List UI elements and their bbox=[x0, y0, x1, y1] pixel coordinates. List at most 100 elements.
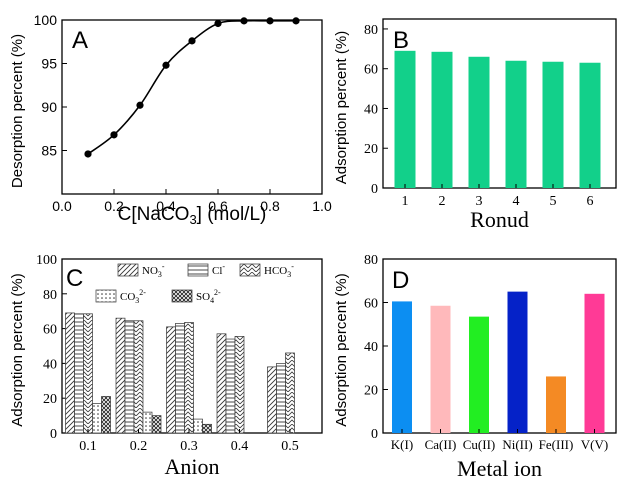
x-tick-label: Ni(II) bbox=[502, 437, 532, 452]
x-tick-label: V(V) bbox=[581, 437, 608, 452]
bar bbox=[133, 320, 144, 434]
bar bbox=[276, 363, 286, 434]
legend-label: HCO3- bbox=[264, 262, 294, 279]
bar bbox=[65, 312, 75, 434]
legend-swatch bbox=[239, 263, 261, 277]
bar bbox=[115, 317, 126, 434]
x-tick-label: 0.6 bbox=[208, 198, 228, 214]
bar bbox=[267, 366, 277, 434]
y-tick-label: 100 bbox=[36, 253, 57, 268]
x-tick-label: 0.3 bbox=[180, 439, 198, 454]
x-tick-label: 0.1 bbox=[79, 439, 97, 454]
bar bbox=[546, 376, 566, 433]
y-tick-label: 0 bbox=[50, 427, 57, 442]
panel-letter-a: A bbox=[72, 27, 88, 54]
data-point bbox=[266, 17, 274, 25]
bar bbox=[74, 313, 84, 434]
data-point bbox=[136, 101, 144, 109]
legend-label: SO42- bbox=[196, 288, 221, 305]
bar bbox=[83, 313, 93, 434]
panel-letter-d: D bbox=[392, 267, 409, 294]
y-tick-label: 60 bbox=[43, 323, 57, 338]
bar bbox=[142, 411, 153, 434]
legend-label: CO32- bbox=[120, 288, 146, 305]
bar bbox=[584, 293, 605, 433]
panel-a-frame bbox=[61, 19, 323, 195]
bar bbox=[225, 338, 236, 434]
bar bbox=[505, 60, 527, 188]
x-tick-label: 0.8 bbox=[260, 198, 280, 214]
data-point bbox=[188, 37, 196, 45]
y-tick-label: 80 bbox=[364, 253, 378, 268]
y-axis-label: Adsorption percent (%) bbox=[333, 273, 350, 426]
x-tick-label: 0.0 bbox=[52, 198, 72, 214]
bar bbox=[430, 305, 451, 433]
x-axis-label: C[NaCO3] (mol/L) bbox=[118, 204, 267, 227]
x-tick-label: 0.4 bbox=[156, 198, 176, 214]
x-tick-label: 0.2 bbox=[130, 439, 148, 454]
bar bbox=[184, 322, 194, 434]
bar bbox=[579, 62, 601, 188]
bar bbox=[151, 415, 162, 434]
panel-letter-b: B bbox=[393, 27, 409, 54]
bar bbox=[469, 316, 489, 433]
y-tick-label: 80 bbox=[43, 288, 57, 303]
y-tick-label: 90 bbox=[41, 99, 57, 115]
bar bbox=[468, 56, 490, 188]
y-tick-label: 80 bbox=[364, 23, 378, 38]
x-tick-label: Fe(III) bbox=[539, 437, 574, 452]
bar bbox=[392, 301, 412, 433]
y-tick-label: 40 bbox=[364, 340, 378, 355]
bar bbox=[101, 396, 111, 434]
bar bbox=[166, 326, 176, 434]
bar bbox=[202, 423, 212, 434]
y-tick-label: 60 bbox=[364, 63, 378, 78]
x-tick-label: 1.0 bbox=[312, 198, 332, 214]
x-tick-label: 3 bbox=[476, 194, 483, 209]
x-axis-label: Ronud bbox=[470, 207, 529, 232]
data-point bbox=[292, 17, 300, 25]
y-tick-label: 20 bbox=[364, 384, 378, 399]
y-tick-label: 60 bbox=[364, 297, 378, 312]
x-tick-label: K(I) bbox=[391, 437, 413, 452]
legend-label: Cl- bbox=[212, 262, 225, 277]
data-point bbox=[162, 61, 170, 69]
x-tick-label: Cu(II) bbox=[463, 437, 496, 452]
y-tick-label: 0 bbox=[371, 427, 378, 442]
bar bbox=[394, 50, 416, 188]
bar bbox=[175, 323, 185, 434]
legend-swatch bbox=[95, 289, 117, 303]
bar bbox=[193, 418, 203, 434]
x-tick-label: 5 bbox=[550, 194, 557, 209]
panel-b: 0 20 40 60 80 1 2 3 4 5 6 B Adsorption percent (%) Ro… bbox=[333, 18, 617, 232]
x-tick-label: 0.2 bbox=[104, 198, 124, 214]
bar bbox=[216, 333, 227, 434]
x-axis-label: Metal ion bbox=[457, 456, 542, 481]
panel-letter-c: C bbox=[66, 265, 83, 292]
y-tick-label: 95 bbox=[41, 56, 57, 72]
y-axis-label: Adsorption percent (%) bbox=[333, 31, 350, 184]
x-tick-label: Ca(II) bbox=[425, 437, 457, 452]
y-tick-label: 20 bbox=[43, 392, 57, 407]
panel-d: 0 20 40 60 80 K(I) Ca(II) Cu(II) Ni(II) Fe(III) V(… bbox=[333, 253, 617, 481]
y-tick-label: 20 bbox=[364, 142, 378, 157]
x-tick-label: 2 bbox=[439, 194, 446, 209]
panel-d-frame bbox=[382, 258, 617, 434]
legend-swatch bbox=[117, 263, 139, 277]
y-tick-label: 85 bbox=[41, 143, 57, 159]
x-tick-label: 0.4 bbox=[231, 439, 249, 454]
y-tick-label: 100 bbox=[34, 12, 58, 28]
bar bbox=[431, 51, 453, 189]
x-axis-label: Anion bbox=[165, 454, 220, 479]
data-point bbox=[110, 131, 118, 139]
panel-a: 85 90 95 100 0.0 0.2 0.4 0.6 0.8 1.0 A Desorption p… bbox=[9, 12, 332, 227]
x-tick-label: 6 bbox=[587, 194, 594, 209]
x-tick-label: 1 bbox=[402, 194, 409, 209]
data-point bbox=[240, 17, 248, 25]
data-point bbox=[214, 19, 222, 28]
bar bbox=[542, 61, 564, 189]
bar bbox=[234, 336, 245, 434]
bar bbox=[92, 403, 102, 434]
y-tick-label: 40 bbox=[43, 357, 57, 372]
